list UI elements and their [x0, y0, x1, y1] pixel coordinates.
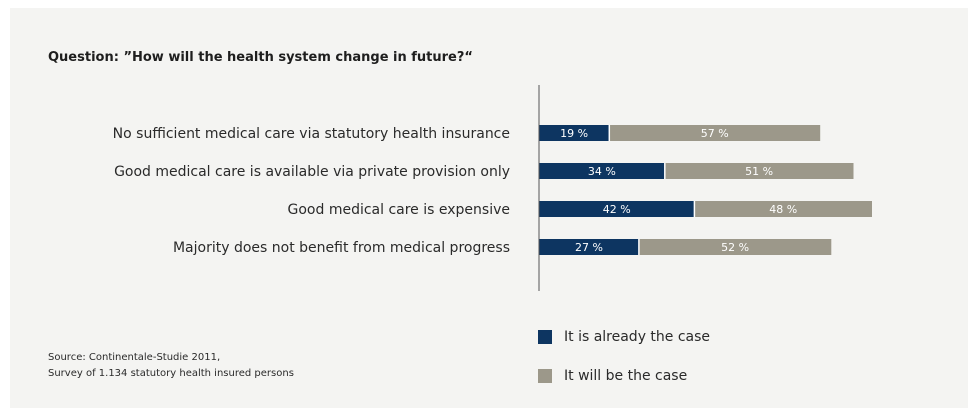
bar-segment: [664, 163, 854, 179]
value-label: 48 %: [769, 203, 797, 216]
category-label: Majority does not benefit from medical p…: [173, 240, 510, 256]
legend-label-already: It is already the case: [564, 329, 711, 345]
value-label: 34 %: [588, 165, 616, 178]
chart-question: Question: ”How will the health system ch…: [48, 50, 473, 65]
bar-segment: [539, 239, 639, 255]
category-label: Good medical care is available via priva…: [114, 164, 510, 180]
bar-segment: [609, 125, 821, 141]
source-line-2: Survey of 1.134 statutory health insured…: [48, 368, 294, 379]
bar-segment: [539, 125, 610, 141]
source-line-1: Source: Continentale-Studie 2011,: [48, 352, 221, 363]
bar-segment: [539, 201, 695, 217]
legend-item-will: It will be the case: [538, 368, 687, 384]
value-label: 42 %: [603, 203, 631, 216]
category-label: No sufficient medical care via statutory…: [113, 126, 510, 142]
legend-swatch-will: [538, 369, 552, 383]
value-label: 52 %: [721, 241, 749, 254]
legend-swatch-already: [538, 330, 552, 344]
value-label: 19 %: [560, 127, 588, 140]
bar-segment: [539, 163, 665, 179]
value-label: 51 %: [745, 165, 773, 178]
legend-label-will: It will be the case: [564, 368, 688, 384]
bar-segment: [638, 239, 832, 255]
legend-item-already: It is already the case: [538, 329, 710, 345]
bar-segment: [694, 201, 872, 217]
value-label: 57 %: [701, 127, 729, 140]
category-label: Good medical care is expensive: [288, 202, 511, 218]
value-label: 27 %: [575, 241, 603, 254]
